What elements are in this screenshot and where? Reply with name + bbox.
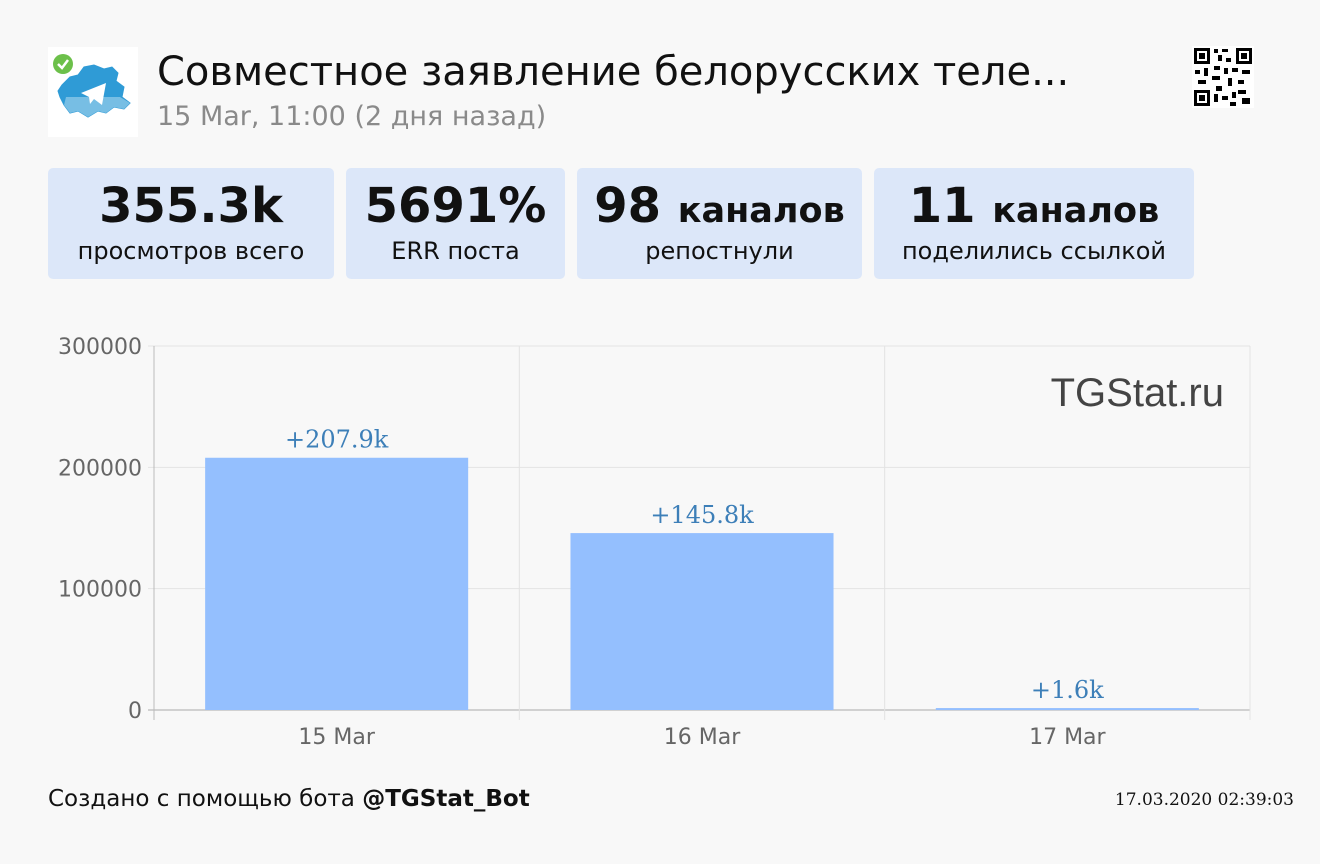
bar [570, 533, 834, 710]
bot-link[interactable]: @TGStat_Bot [362, 786, 530, 812]
y-tick-label: 300000 [58, 335, 142, 360]
bar [205, 457, 469, 710]
post-title: Совместное заявление белорусских теле... [157, 49, 1070, 95]
y-tick-label: 100000 [58, 578, 142, 603]
verified-check-icon [53, 54, 73, 74]
y-tick-label: 200000 [58, 456, 142, 481]
stat-label: просмотров всего [77, 237, 305, 265]
stat-value: 98 каналов [594, 178, 845, 234]
belarus-map-telegram-icon [57, 64, 131, 118]
y-tick-label: 0 [128, 699, 142, 724]
stat-value: 11 каналов [908, 178, 1160, 234]
footer-credit: Создано с помощью бота @TGStat_Bot [48, 786, 530, 812]
stat-card-links: 11 каналов поделились ссылкой [874, 168, 1194, 279]
footer-timestamp: 17.03.2020 02:39:03 [1114, 790, 1294, 810]
channel-avatar [48, 47, 138, 137]
stat-label: репостнули [645, 237, 794, 265]
views-bar-chart: 300000 200000 100000 0 TGStat.ru +207.9k 15 Ma… [58, 335, 1251, 750]
qr-code-icon [1192, 46, 1254, 108]
post-date: 15 Mar, 11:00 (2 дня назад) [157, 101, 547, 132]
bar-value-label: +145.8k [650, 501, 754, 529]
x-tick-label: 17 Mar [1029, 725, 1106, 750]
stat-value: 5691% [364, 178, 547, 234]
bar-value-label: +207.9k [285, 426, 389, 454]
stat-card-err: 5691% ERR поста [346, 168, 565, 279]
stat-label: ERR поста [391, 237, 520, 265]
stat-label: поделились ссылкой [901, 237, 1167, 265]
chart-watermark: TGStat.ru [1051, 371, 1224, 415]
x-tick-label: 15 Mar [298, 725, 375, 750]
x-tick-label: 16 Mar [664, 725, 741, 750]
stat-card-views: 355.3k просмотров всего [48, 168, 334, 279]
bar-value-label: +1.6k [1031, 676, 1104, 704]
stat-value: 355.3k [99, 178, 283, 234]
stat-card-reposts: 98 каналов репостнули [577, 168, 862, 279]
bar [935, 708, 1199, 711]
